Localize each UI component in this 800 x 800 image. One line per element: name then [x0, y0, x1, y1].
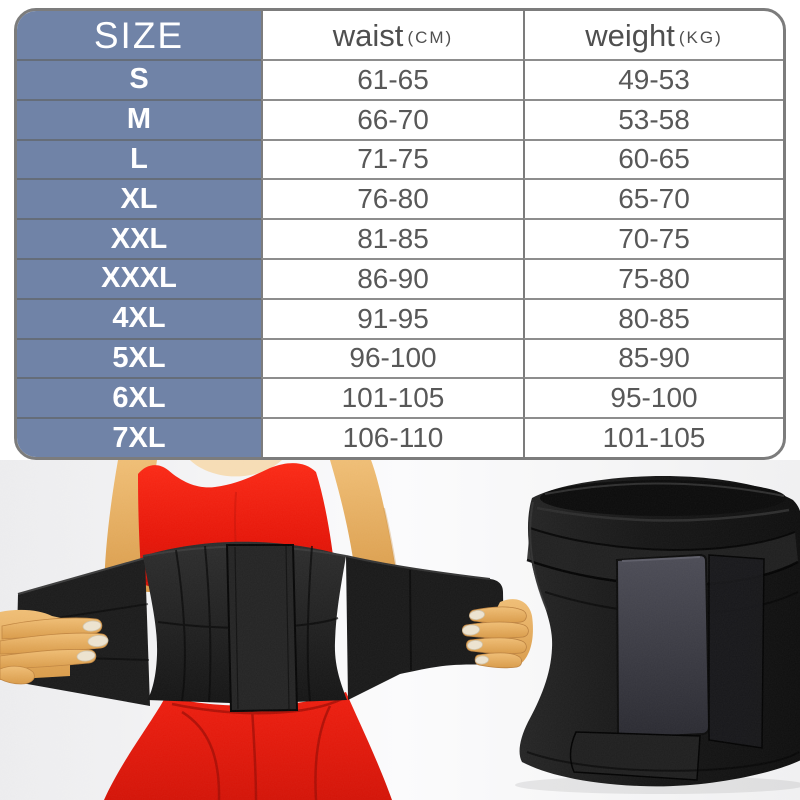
size-label: XXL: [17, 218, 261, 258]
table-cell-value: 101-105: [523, 417, 783, 457]
table-cell-value: 70-75: [523, 218, 783, 258]
table-cell-value: 81-85: [261, 218, 523, 258]
column-header-label: waist: [332, 17, 404, 53]
size-label: M: [17, 98, 261, 139]
table-cell-value: 76-80: [261, 178, 523, 219]
column-header-label: SIZE: [93, 14, 185, 56]
column-header-weight: weight (KG): [523, 11, 783, 59]
size-label: 6XL: [17, 377, 261, 418]
table-cell-value: 86-90: [261, 257, 523, 298]
table-cell-value: 71-75: [261, 138, 523, 179]
column-header-size: SIZE: [17, 11, 261, 59]
table-cell-value: 101-105: [261, 377, 523, 418]
table-cell-value: 95-100: [523, 377, 783, 418]
table-cell-value: 61-65: [261, 59, 523, 99]
table-cell-value: 85-90: [523, 337, 783, 378]
table-cell-value: 80-85: [523, 297, 783, 338]
column-header-unit: (KG): [678, 28, 723, 47]
table-cell-value: 106-110: [261, 417, 523, 457]
table-cell-value: 75-80: [523, 257, 783, 298]
table-cell-value: 53-58: [523, 98, 783, 139]
column-header-label: weight: [585, 17, 675, 53]
size-label: XL: [17, 178, 261, 219]
photo-grain-overlay: [0, 460, 800, 800]
size-label: L: [17, 138, 261, 179]
size-label: 7XL: [17, 417, 261, 457]
size-chart-table: SIZE waist (CM) weight (KG) S 61-65 49-53 M 66-70…: [14, 8, 786, 460]
column-header-unit: (CM): [407, 28, 454, 47]
table-cell-value: 49-53: [523, 59, 783, 99]
size-label: S: [17, 59, 261, 99]
table-cell-value: 91-95: [261, 297, 523, 338]
product-photo-collage: [0, 460, 800, 800]
table-cell-value: 60-65: [523, 138, 783, 179]
table-cell-value: 65-70: [523, 178, 783, 219]
size-label: 4XL: [17, 297, 261, 338]
size-label: 5XL: [17, 337, 261, 378]
table-cell-value: 66-70: [261, 98, 523, 139]
table-cell-value: 96-100: [261, 337, 523, 378]
size-label: XXXL: [17, 257, 261, 298]
column-header-waist: waist (CM): [261, 11, 523, 59]
